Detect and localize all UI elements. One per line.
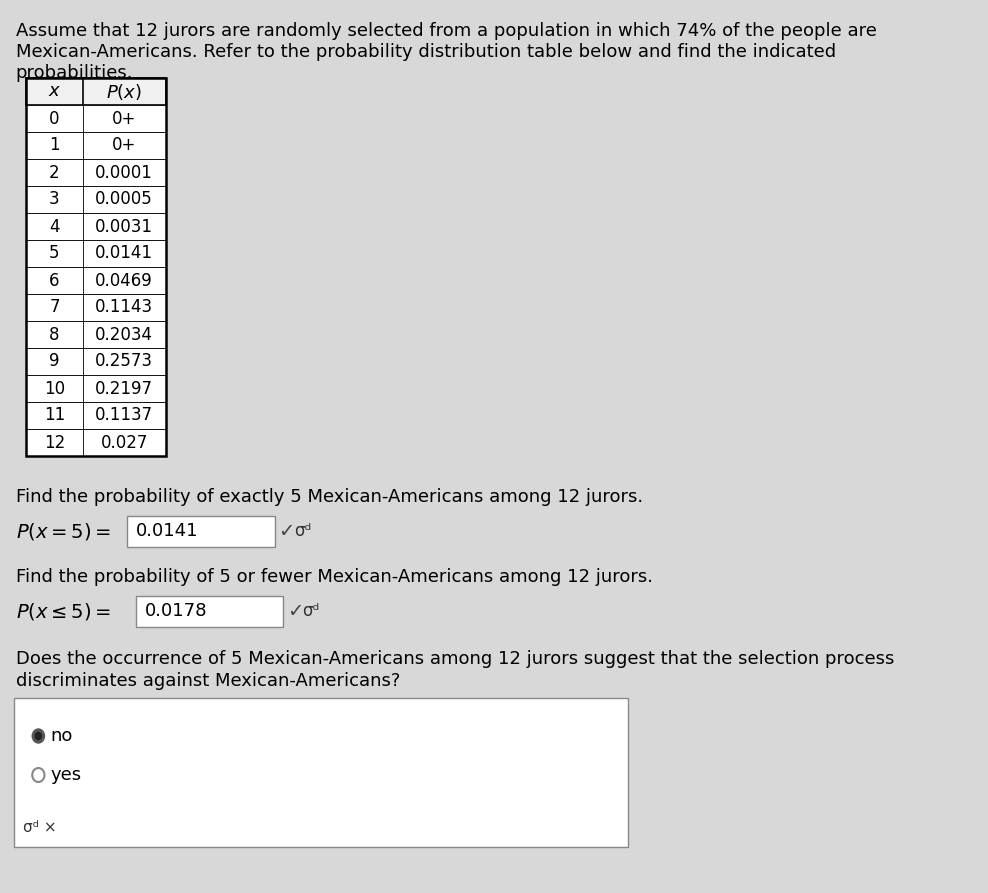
Text: yes: yes bbox=[50, 766, 82, 784]
Text: 0.0141: 0.0141 bbox=[95, 245, 153, 263]
Text: 8: 8 bbox=[49, 326, 59, 344]
Text: 0.2197: 0.2197 bbox=[95, 380, 153, 397]
Text: no: no bbox=[50, 727, 73, 745]
Text: $P(x \leq 5) =$: $P(x \leq 5) =$ bbox=[16, 600, 111, 622]
Text: 0.0005: 0.0005 bbox=[96, 190, 153, 208]
FancyBboxPatch shape bbox=[26, 375, 166, 402]
FancyBboxPatch shape bbox=[26, 321, 166, 348]
Text: 0.1137: 0.1137 bbox=[95, 406, 153, 424]
FancyBboxPatch shape bbox=[26, 159, 166, 186]
Text: 0.2573: 0.2573 bbox=[95, 353, 153, 371]
Text: probabilities.: probabilities. bbox=[16, 64, 133, 82]
Text: 3: 3 bbox=[49, 190, 60, 208]
FancyBboxPatch shape bbox=[26, 132, 166, 159]
Text: 0.1143: 0.1143 bbox=[95, 298, 153, 316]
FancyBboxPatch shape bbox=[26, 213, 166, 240]
Text: $P(x)$: $P(x)$ bbox=[107, 81, 142, 102]
Text: 5: 5 bbox=[49, 245, 59, 263]
FancyBboxPatch shape bbox=[26, 267, 166, 294]
FancyBboxPatch shape bbox=[26, 402, 166, 429]
Text: σᵈ: σᵈ bbox=[302, 603, 320, 621]
Circle shape bbox=[36, 732, 41, 739]
Text: 9: 9 bbox=[49, 353, 59, 371]
Text: Mexican-Americans. Refer to the probability distribution table below and find th: Mexican-Americans. Refer to the probabil… bbox=[16, 43, 836, 61]
FancyBboxPatch shape bbox=[26, 429, 166, 456]
Text: σᵈ ×: σᵈ × bbox=[23, 820, 56, 834]
FancyBboxPatch shape bbox=[136, 596, 284, 627]
Text: 0.027: 0.027 bbox=[101, 433, 148, 452]
Text: 12: 12 bbox=[43, 433, 65, 452]
Text: Find the probability of exactly 5 Mexican-Americans among 12 jurors.: Find the probability of exactly 5 Mexica… bbox=[16, 488, 643, 506]
Text: discriminates against Mexican-Americans?: discriminates against Mexican-Americans? bbox=[16, 672, 400, 690]
FancyBboxPatch shape bbox=[26, 186, 166, 213]
Text: $x$: $x$ bbox=[47, 82, 61, 101]
FancyBboxPatch shape bbox=[26, 78, 166, 105]
Text: 0+: 0+ bbox=[112, 110, 136, 128]
Text: $P(x = 5) =$: $P(x = 5) =$ bbox=[16, 521, 111, 541]
Text: 0: 0 bbox=[49, 110, 59, 128]
Text: ✓: ✓ bbox=[287, 602, 303, 621]
Text: 2: 2 bbox=[49, 163, 60, 181]
Text: 0.0031: 0.0031 bbox=[95, 218, 153, 236]
Text: Find the probability of 5 or fewer Mexican-Americans among 12 jurors.: Find the probability of 5 or fewer Mexic… bbox=[16, 568, 653, 586]
Text: 11: 11 bbox=[43, 406, 65, 424]
Text: Does the occurrence of 5 Mexican-Americans among 12 jurors suggest that the sele: Does the occurrence of 5 Mexican-America… bbox=[16, 650, 894, 668]
Text: ✓: ✓ bbox=[278, 522, 294, 541]
FancyBboxPatch shape bbox=[14, 698, 627, 847]
Text: 7: 7 bbox=[49, 298, 59, 316]
Text: 0.2034: 0.2034 bbox=[95, 326, 153, 344]
Text: 0+: 0+ bbox=[112, 137, 136, 154]
Text: 6: 6 bbox=[49, 271, 59, 289]
Circle shape bbox=[33, 729, 44, 743]
Text: 10: 10 bbox=[43, 380, 65, 397]
Text: 0.0141: 0.0141 bbox=[136, 522, 199, 540]
Text: 0.0469: 0.0469 bbox=[96, 271, 153, 289]
Text: 0.0178: 0.0178 bbox=[144, 603, 207, 621]
Text: Assume that 12 jurors are randomly selected from a population in which 74% of th: Assume that 12 jurors are randomly selec… bbox=[16, 22, 876, 40]
FancyBboxPatch shape bbox=[26, 348, 166, 375]
FancyBboxPatch shape bbox=[26, 240, 166, 267]
Text: 0.0001: 0.0001 bbox=[95, 163, 153, 181]
Text: 1: 1 bbox=[49, 137, 60, 154]
Text: σᵈ: σᵈ bbox=[293, 522, 311, 540]
Text: 4: 4 bbox=[49, 218, 59, 236]
FancyBboxPatch shape bbox=[26, 294, 166, 321]
FancyBboxPatch shape bbox=[26, 105, 166, 132]
FancyBboxPatch shape bbox=[127, 516, 275, 547]
